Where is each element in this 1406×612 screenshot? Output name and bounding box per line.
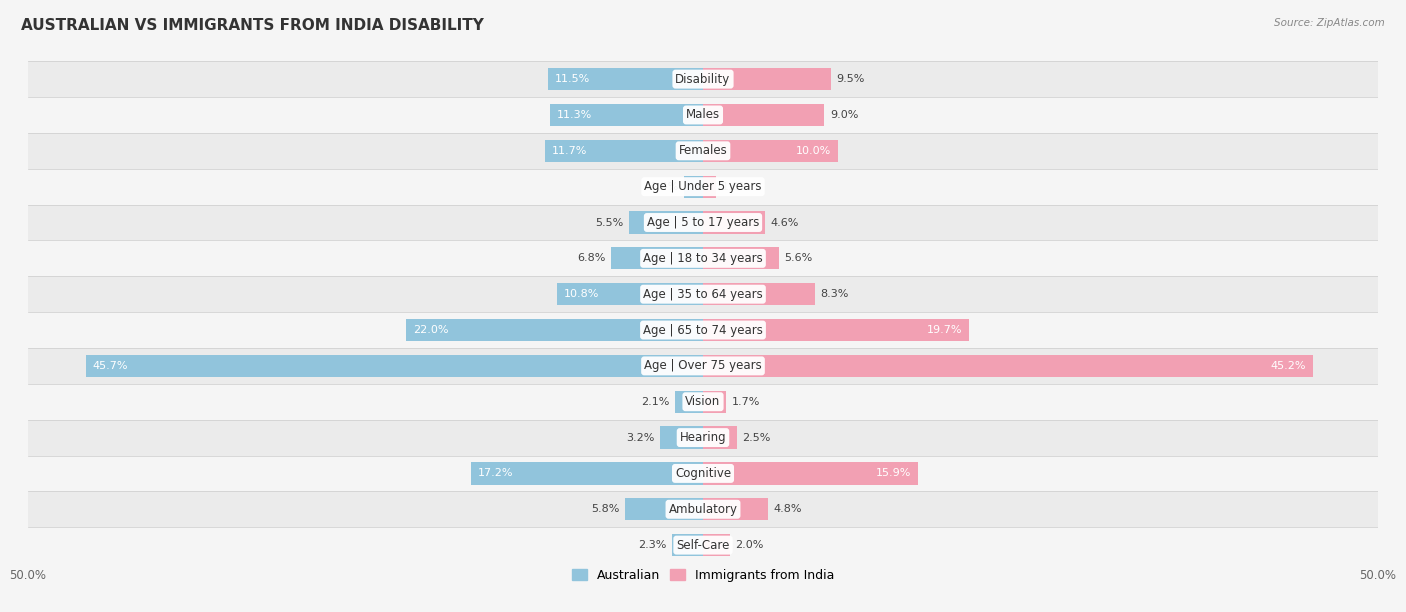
Text: Age | Over 75 years: Age | Over 75 years [644,359,762,372]
Bar [548,68,703,90]
Text: 15.9%: 15.9% [876,468,911,479]
Text: 8.3%: 8.3% [821,289,849,299]
Bar [28,276,1378,312]
Text: Cognitive: Cognitive [675,467,731,480]
Text: 11.3%: 11.3% [557,110,592,120]
Text: Disability: Disability [675,73,731,86]
Text: 11.7%: 11.7% [551,146,588,156]
Bar [675,390,703,413]
Bar [612,247,703,269]
Bar [703,498,768,520]
Text: 2.0%: 2.0% [735,540,763,550]
Bar [703,283,815,305]
Text: 9.5%: 9.5% [837,74,865,84]
Bar [628,211,703,234]
Text: 10.8%: 10.8% [564,289,599,299]
Bar [406,319,703,341]
Text: Females: Females [679,144,727,157]
Text: 5.5%: 5.5% [595,217,623,228]
Bar [551,104,703,126]
Bar [28,455,1378,491]
Bar [703,427,737,449]
Text: 1.0%: 1.0% [721,182,751,192]
Text: Source: ZipAtlas.com: Source: ZipAtlas.com [1274,18,1385,28]
Text: 2.5%: 2.5% [742,433,770,442]
Bar [685,176,703,198]
Bar [28,97,1378,133]
Bar [471,462,703,485]
Legend: Australian, Immigrants from India: Australian, Immigrants from India [567,564,839,587]
Text: 5.6%: 5.6% [785,253,813,263]
Bar [28,384,1378,420]
Bar [28,204,1378,241]
Bar [703,319,969,341]
Text: 4.6%: 4.6% [770,217,799,228]
Bar [703,68,831,90]
Bar [703,355,1313,377]
Bar [28,348,1378,384]
Text: 1.7%: 1.7% [731,397,759,407]
Text: Ambulatory: Ambulatory [668,503,738,516]
Text: 17.2%: 17.2% [478,468,513,479]
Text: 1.4%: 1.4% [651,182,679,192]
Bar [703,176,717,198]
Text: Males: Males [686,108,720,121]
Text: 11.5%: 11.5% [554,74,589,84]
Bar [624,498,703,520]
Bar [703,211,765,234]
Text: 3.2%: 3.2% [626,433,654,442]
Bar [703,534,730,556]
Text: Hearing: Hearing [679,431,727,444]
Text: Age | 5 to 17 years: Age | 5 to 17 years [647,216,759,229]
Text: 45.7%: 45.7% [93,361,128,371]
Text: 45.2%: 45.2% [1271,361,1306,371]
Bar [659,427,703,449]
Bar [703,247,779,269]
Bar [703,462,918,485]
Bar [557,283,703,305]
Text: Age | 65 to 74 years: Age | 65 to 74 years [643,324,763,337]
Bar [672,534,703,556]
Text: 5.8%: 5.8% [591,504,619,514]
Text: 9.0%: 9.0% [830,110,858,120]
Text: Age | Under 5 years: Age | Under 5 years [644,180,762,193]
Text: 10.0%: 10.0% [796,146,831,156]
Text: AUSTRALIAN VS IMMIGRANTS FROM INDIA DISABILITY: AUSTRALIAN VS IMMIGRANTS FROM INDIA DISA… [21,18,484,34]
Bar [28,241,1378,276]
Text: Age | 18 to 34 years: Age | 18 to 34 years [643,252,763,265]
Bar [28,312,1378,348]
Text: 22.0%: 22.0% [413,325,449,335]
Text: 4.8%: 4.8% [773,504,801,514]
Bar [546,140,703,162]
Text: Vision: Vision [685,395,721,408]
Bar [703,104,824,126]
Bar [28,61,1378,97]
Bar [28,491,1378,527]
Bar [28,527,1378,563]
Bar [86,355,703,377]
Bar [28,420,1378,455]
Text: 6.8%: 6.8% [578,253,606,263]
Text: 2.1%: 2.1% [641,397,669,407]
Bar [703,390,725,413]
Text: 19.7%: 19.7% [927,325,962,335]
Text: 2.3%: 2.3% [638,540,666,550]
Bar [28,169,1378,204]
Text: Age | 35 to 64 years: Age | 35 to 64 years [643,288,763,300]
Bar [28,133,1378,169]
Bar [703,140,838,162]
Text: Self-Care: Self-Care [676,539,730,551]
